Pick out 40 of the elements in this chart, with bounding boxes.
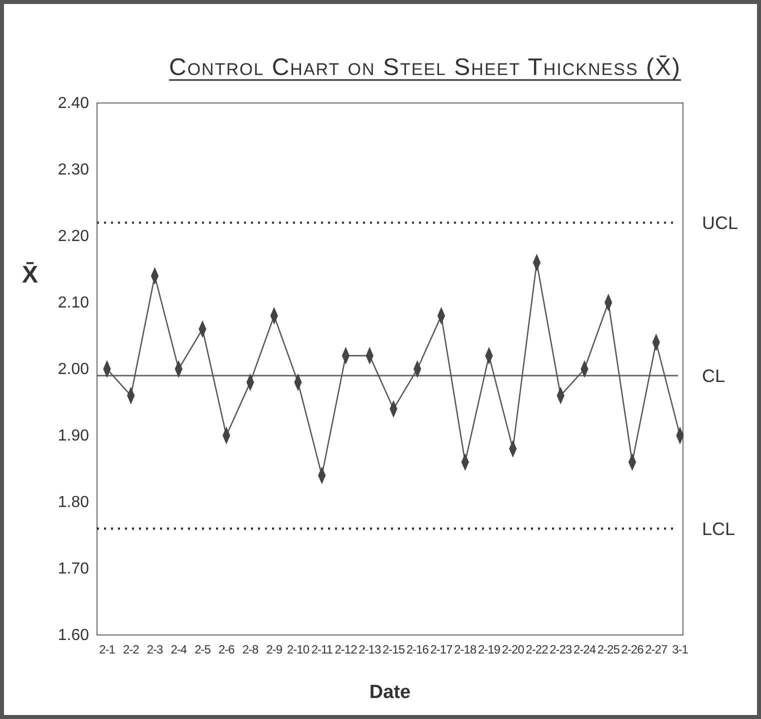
x-tick-label: 2-1 — [99, 642, 116, 657]
y-tick-label: 2.00 — [58, 361, 90, 378]
x-tick-label: 2-27 — [645, 642, 668, 657]
x-tick-label: 2-20 — [502, 642, 525, 657]
y-tick-label: 1.70 — [58, 560, 90, 578]
ref-line-label: LCL — [702, 518, 736, 539]
x-tick-label: 2-4 — [170, 642, 188, 657]
y-tick-label: 2.30 — [58, 162, 90, 179]
x-tick-label: 2-13 — [358, 642, 382, 657]
y-axis-title: X̄ — [22, 261, 38, 288]
y-tick-label: 1.90 — [58, 428, 90, 445]
x-tick-label: 2-22 — [526, 642, 549, 657]
x-tick-label: 2-8 — [242, 642, 259, 657]
ref-line-label: UCL — [702, 213, 738, 233]
x-tick-label: 2-16 — [406, 642, 430, 657]
ref-line-label: CL — [702, 366, 726, 386]
y-tick-label: 1.60 — [58, 627, 90, 644]
x-tick-label: 2-25 — [597, 642, 620, 657]
x-tick-label: 3-1 — [672, 642, 689, 657]
x-tick-label: 2-19 — [478, 642, 501, 657]
y-tick-label: 2.20 — [58, 228, 90, 246]
x-tick-label: 2-3 — [146, 642, 164, 657]
x-tick-label: 2-17 — [430, 642, 454, 657]
x-tick-label: 2-6 — [218, 642, 236, 657]
x-tick-label: 2-24 — [573, 642, 596, 657]
x-tick-label: 2-26 — [621, 642, 644, 657]
x-tick-label: 2-15 — [382, 642, 406, 657]
x-tick-label: 2-18 — [454, 642, 477, 657]
x-tick-label: 2-12 — [334, 642, 358, 657]
x-tick-label: 2-2 — [122, 642, 140, 657]
x-tick-label: 2-5 — [194, 642, 212, 657]
y-tick-label: 1.80 — [58, 494, 90, 512]
x-tick-label: 2-10 — [286, 642, 310, 657]
x-tick-label: 2-23 — [550, 642, 572, 657]
x-axis-title: Date — [369, 682, 411, 703]
y-tick-label: 2.40 — [58, 95, 90, 112]
x-tick-label: 2-11 — [311, 642, 334, 657]
chart-title: Control Chart on Steel Sheet Thickness (X̄) — [169, 54, 681, 81]
x-tick-label: 2-9 — [266, 642, 283, 657]
y-tick-label: 2.10 — [58, 294, 90, 312]
